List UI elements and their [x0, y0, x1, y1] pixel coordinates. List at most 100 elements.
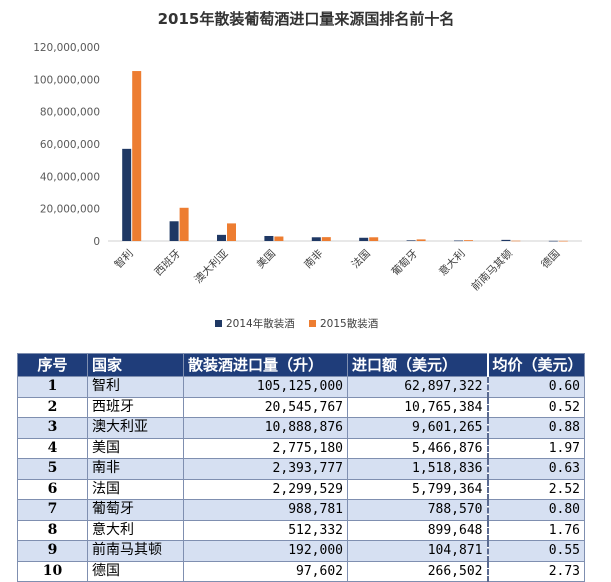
table-cell-rank: 8: [17, 519, 88, 541]
table-row: 6 法国 2,299,529 5,799,364 2.52: [17, 478, 585, 500]
table-cell-avg-price: 0.52: [486, 396, 585, 418]
header-country: 国家: [87, 353, 184, 377]
table-cell-volume: 512,332: [183, 519, 348, 541]
import-table: 序号 国家 散装酒进口量（升） 进口额（美元） 均价（美元） 1 智利 105,12…: [17, 353, 585, 582]
bar-2015-5: [369, 237, 379, 241]
bar-2014-1: [169, 221, 179, 241]
legend-swatch-2014: [215, 320, 222, 327]
bar-2014-7: [454, 240, 463, 242]
table-cell-avg-price: 1.97: [486, 437, 585, 459]
table-cell-country: 智利: [87, 376, 184, 398]
table-cell-avg-price: 2.52: [486, 478, 585, 500]
table-cell-rank: 10: [17, 560, 88, 582]
table-cell-value: 1,518,836: [347, 458, 488, 480]
bar-2014-8: [501, 239, 511, 241]
bar-2015-3: [274, 236, 284, 241]
y-tick-label: 40,000,000: [40, 171, 100, 183]
table-cell-country: 前南马其顿: [87, 540, 184, 562]
x-axis: 智利 西班牙 澳大利亚 美国 南非 法国 葡萄牙 意大利 前南马其顿 德国: [112, 247, 563, 294]
table-cell-rank: 9: [17, 540, 88, 562]
table-row: 10 德国 97,602 266,502 2.73: [17, 560, 585, 582]
table-row: 1 智利 105,125,000 62,897,322 0.60: [17, 376, 585, 398]
bar-2014-5: [359, 237, 369, 241]
bar-chart: 2015年散装葡萄酒进口量来源国排名前十名 0 20,000,000 40,000,…: [33, 10, 582, 330]
table-cell-value: 5,799,364: [347, 478, 488, 500]
y-tick-label: 20,000,000: [40, 204, 100, 216]
table-cell-avg-price: 0.55: [486, 540, 585, 562]
table-cell-avg-price: 0.88: [486, 417, 585, 439]
table-cell-value: 266,502: [347, 560, 488, 582]
table-cell-volume: 2,393,777: [183, 458, 348, 480]
bar-2015-8: [511, 240, 521, 242]
table-cell-rank: 1: [17, 376, 88, 398]
x-tick-label: 葡萄牙: [389, 247, 420, 278]
table-row: 9 前南马其顿 192,000 104,871 0.55: [17, 540, 585, 562]
legend-swatch-2015: [309, 320, 316, 327]
x-tick-label: 智利: [112, 247, 136, 271]
y-tick-label: 100,000,000: [33, 74, 100, 86]
table-row: 2 西班牙 20,545,767 10,765,384 0.52: [17, 396, 585, 418]
table-cell-rank: 2: [17, 396, 88, 418]
table-cell-value: 62,897,322: [347, 376, 488, 398]
bars: [122, 71, 568, 242]
table-cell-rank: 7: [17, 499, 88, 521]
chart-title: 2015年散装葡萄酒进口量来源国排名前十名: [158, 10, 455, 28]
table-cell-volume: 97,602: [183, 560, 348, 582]
table-cell-avg-price: 1.76: [486, 519, 585, 541]
table-cell-country: 南非: [87, 458, 184, 480]
table-cell-volume: 988,781: [183, 499, 348, 521]
y-tick-label: 120,000,000: [33, 42, 100, 54]
table-cell-avg-price: 0.63: [486, 458, 585, 480]
x-tick-label: 德国: [538, 247, 562, 271]
table-cell-value: 9,601,265: [347, 417, 488, 439]
bar-2014-3: [264, 235, 274, 241]
legend-label-2015: 2015散装酒: [320, 317, 379, 330]
x-tick-label: 法国: [349, 247, 373, 271]
table-cell-value: 104,871: [347, 540, 488, 562]
table-row: 4 美国 2,775,180 5,466,876 1.97: [17, 437, 585, 459]
table-row: 7 葡萄牙 988,781 788,570 0.80: [17, 499, 585, 521]
bar-2015-6: [416, 239, 426, 241]
table-row: 3 澳大利亚 10,888,876 9,601,265 0.88: [17, 417, 585, 439]
bar-2014-9: [548, 240, 558, 242]
table-cell-avg-price: 0.60: [486, 376, 585, 398]
table-cell-volume: 192,000: [183, 540, 348, 562]
table-cell-volume: 20,545,767: [183, 396, 348, 418]
table-cell-value: 10,765,384: [347, 396, 488, 418]
bar-2015-1: [179, 207, 189, 241]
bar-2015-0: [132, 71, 142, 242]
legend-label-2014: 2014年散装酒: [226, 317, 295, 330]
table-cell-country: 德国: [87, 560, 184, 582]
bar-2015-9: [558, 240, 568, 242]
y-tick-label: 60,000,000: [40, 139, 100, 151]
bar-2014-2: [217, 234, 226, 241]
x-tick-label: 前南马其顿: [469, 247, 516, 294]
bar-2014-4: [311, 237, 321, 241]
table-header-row: 序号 国家 散装酒进口量（升） 进口额（美元） 均价（美元）: [17, 353, 585, 377]
table-cell-volume: 10,888,876: [183, 417, 348, 439]
y-tick-label: 80,000,000: [40, 107, 100, 119]
legend: 2014年散装酒 2015散装酒: [215, 317, 379, 330]
table-cell-avg-price: 0.80: [486, 499, 585, 521]
x-tick-label: 南非: [301, 247, 325, 271]
table-cell-rank: 4: [17, 437, 88, 459]
x-tick-label: 澳大利亚: [192, 247, 231, 286]
table-cell-country: 葡萄牙: [87, 499, 184, 521]
bar-2015-7: [464, 240, 473, 241]
table-cell-country: 西班牙: [87, 396, 184, 418]
header-value: 进口额（美元）: [347, 353, 488, 377]
table-row: 5 南非 2,393,777 1,518,836 0.63: [17, 458, 585, 480]
table-cell-rank: 6: [17, 478, 88, 500]
table-cell-volume: 2,775,180: [183, 437, 348, 459]
x-tick-label: 意大利: [436, 247, 467, 278]
table-cell-country: 美国: [87, 437, 184, 459]
table-cell-country: 澳大利亚: [87, 417, 184, 439]
bar-2015-4: [321, 237, 331, 241]
y-tick-label: 0: [93, 236, 100, 248]
x-tick-label: 美国: [254, 247, 278, 271]
table-cell-rank: 3: [17, 417, 88, 439]
table-row: 8 意大利 512,332 899,648 1.76: [17, 519, 585, 541]
header-rank: 序号: [17, 353, 88, 377]
table-cell-value: 899,648: [347, 519, 488, 541]
table-cell-value: 788,570: [347, 499, 488, 521]
